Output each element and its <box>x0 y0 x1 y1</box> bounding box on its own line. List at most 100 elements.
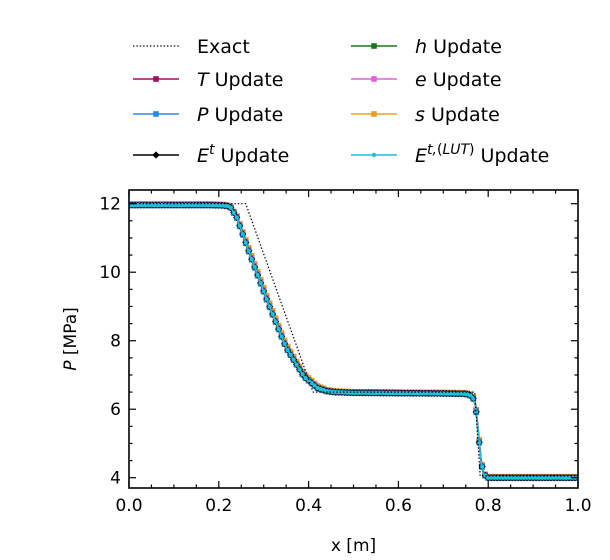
x-tick-label-0: 0.0 <box>115 496 142 516</box>
point-EtLUT-56 <box>294 362 299 367</box>
legend-label-T: T Update <box>197 69 283 91</box>
y-axis-label-unit: [MPa] <box>61 307 81 355</box>
legend-label-Et: Et Update <box>197 142 289 167</box>
legend-entry-EtLUT: Et,(LUT) Update <box>351 142 549 167</box>
legend-label-P: P Update <box>197 104 283 126</box>
point-EtLUT-54 <box>288 352 293 358</box>
point-EtLUT-46 <box>264 296 269 302</box>
point-EtLUT-116 <box>474 409 479 415</box>
legend-text-e: Update <box>427 69 502 91</box>
y-tick-label-2: 8 <box>110 332 121 352</box>
point-EtLUT-62 <box>312 383 317 388</box>
point-EtLUT-55 <box>291 357 296 362</box>
legend-marker-Et <box>152 151 160 159</box>
legend-var-P: P <box>197 104 209 126</box>
legend-sup-part-EtLUT-0: t, <box>427 142 437 158</box>
point-EtLUT-37 <box>237 223 242 228</box>
series-line-Et <box>129 204 578 479</box>
series-line-exact <box>129 203 578 477</box>
point-EtLUT-49 <box>273 319 278 324</box>
legend-text-exact: Exact <box>197 36 250 58</box>
legend-var-T: T <box>197 69 210 91</box>
legend-text-Et: Update <box>215 145 290 167</box>
y-tick-label-4: 12 <box>99 195 121 215</box>
series-layer <box>129 201 578 482</box>
series-Et <box>129 201 578 482</box>
legend-label-EtLUT: Et,(LUT) Update <box>415 142 549 167</box>
point-EtLUT-60 <box>306 378 311 383</box>
legend-entry-exact: Exact <box>133 36 250 58</box>
point-EtLUT-115 <box>471 396 476 401</box>
y-tick-label-0: 4 <box>110 469 121 489</box>
point-EtLUT-58 <box>300 372 305 377</box>
legend-sup-part-EtLUT-2: LUT <box>442 142 470 158</box>
point-EtLUT-38 <box>240 231 245 237</box>
series-line-P <box>129 204 578 479</box>
ticks-layer: 0.0 0.2 0.4 0.6 0.8 1.0 4 6 8 10 12 <box>99 190 592 516</box>
y-axis-label: P [MPa] <box>61 307 81 371</box>
series-line-h <box>129 204 578 479</box>
legend-entry-T: T Update <box>133 69 283 91</box>
x-tick-label-5: 1.0 <box>564 496 591 516</box>
legend-var-EtLUT: E <box>415 145 427 167</box>
series-e <box>129 202 578 481</box>
series-exact <box>129 203 578 477</box>
legend-marker-P <box>153 111 159 117</box>
series-EtLUT <box>129 202 578 480</box>
legend-var-Et: E <box>197 145 209 167</box>
point-EtLUT-50 <box>276 326 281 332</box>
legend-label-s: s Update <box>415 104 500 126</box>
legend-text-s: Update <box>425 104 500 126</box>
legend-sup-part-EtLUT-1: ( <box>437 142 442 158</box>
legend-label-exact: Exact <box>197 36 250 58</box>
series-line-T <box>129 203 578 479</box>
point-EtLUT-43 <box>255 272 260 278</box>
point-EtLUT-51 <box>279 334 284 339</box>
legend-entry-e: e Update <box>351 69 502 91</box>
x-tick-label-1: 0.2 <box>205 496 232 516</box>
legend-marker-s <box>371 111 377 117</box>
legend-label-e: e Update <box>415 69 502 91</box>
series-line-s <box>129 203 578 478</box>
point-EtLUT-41 <box>249 256 254 262</box>
point-EtLUT-35 <box>231 210 236 215</box>
point-EtLUT-52 <box>282 341 287 347</box>
y-tick-label-1: 6 <box>110 400 121 420</box>
legend-var-e: e <box>415 69 427 91</box>
point-EtLUT-40 <box>246 248 251 254</box>
series-P <box>129 202 578 481</box>
legend-entry-P: P Update <box>133 104 283 126</box>
series-s <box>129 201 578 480</box>
point-EtLUT-34 <box>228 205 233 210</box>
legend-text-T: Update <box>209 69 284 91</box>
legend-label-h: h Update <box>415 36 502 58</box>
point-EtLUT-59 <box>303 375 308 381</box>
legend-entry-h: h Update <box>351 36 502 58</box>
legend-marker-e <box>371 76 377 82</box>
x-axis-label: x [m] <box>331 536 376 556</box>
point-EtLUT-47 <box>267 304 272 309</box>
y-axis-label-var: P <box>61 360 81 371</box>
x-tick-label-2: 0.4 <box>295 496 322 516</box>
legend-entry-Et: Et Update <box>133 142 289 167</box>
legend-marker-h <box>371 43 377 49</box>
legend-marker-T <box>153 76 159 82</box>
legend-var-s: s <box>415 104 425 126</box>
point-EtLUT-57 <box>297 367 302 372</box>
point-EtLUT-44 <box>258 280 263 286</box>
point-EtLUT-118 <box>480 464 485 469</box>
point-EtLUT-36 <box>234 215 239 220</box>
legend-entry-s: s Update <box>351 104 500 126</box>
legend-var-h: h <box>415 36 427 58</box>
series-T <box>129 201 578 481</box>
legend-text-EtLUT: Update <box>475 145 550 167</box>
point-EtLUT-42 <box>252 264 257 270</box>
legend-text-P: Update <box>208 104 283 126</box>
series-line-EtLUT <box>129 204 578 479</box>
series-h <box>129 202 578 481</box>
x-tick-label-4: 0.8 <box>475 496 502 516</box>
legend-sup-part-EtLUT-3: ) <box>469 142 474 158</box>
series-line-e <box>129 204 578 479</box>
